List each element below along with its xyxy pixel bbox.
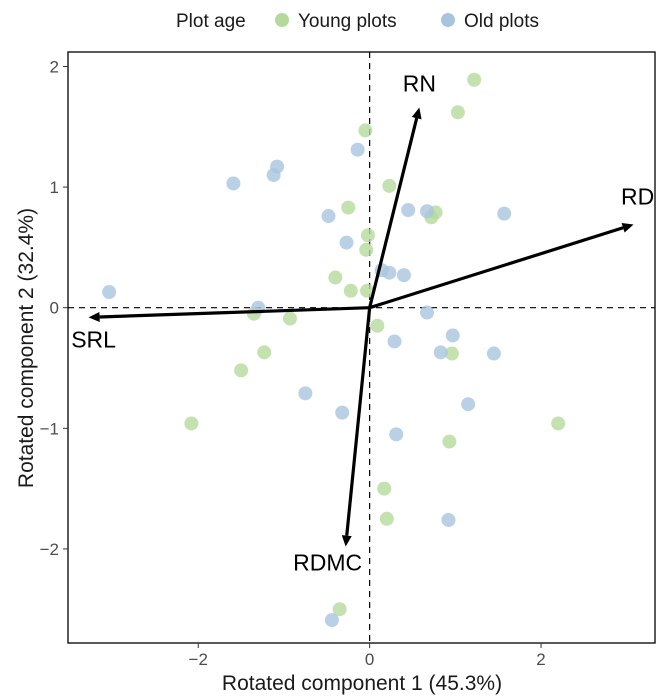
rdmc-arrow-line bbox=[345, 307, 372, 536]
young-plot-point bbox=[359, 242, 374, 257]
rn-arrow-line bbox=[368, 117, 419, 309]
young-plot-point bbox=[184, 416, 199, 431]
srl-arrow-line bbox=[99, 306, 370, 319]
points-layer bbox=[102, 72, 566, 628]
legend-label-old: Old plots bbox=[464, 11, 539, 32]
y-tick-label: 1 bbox=[50, 178, 59, 197]
old-plot-point bbox=[298, 386, 313, 401]
old-plot-point bbox=[335, 405, 350, 420]
rdmc-arrow-head bbox=[341, 535, 352, 547]
young-plot-point bbox=[551, 416, 566, 431]
x-tick-label: −2 bbox=[189, 650, 208, 669]
old-plot-point bbox=[226, 176, 241, 191]
young-plot-point bbox=[332, 602, 347, 617]
young-plot-point bbox=[358, 123, 373, 138]
x-axis-title: Rotated component 1 (45.3%) bbox=[222, 672, 502, 695]
rn-arrow-label: RN bbox=[403, 70, 436, 96]
legend-key-old bbox=[441, 13, 455, 27]
y-tick-label: 2 bbox=[50, 57, 59, 76]
old-plot-point bbox=[433, 345, 448, 360]
old-plot-point bbox=[350, 142, 365, 157]
rdmc-arrow-label: RDMC bbox=[293, 550, 362, 576]
x-tick-label: 2 bbox=[536, 650, 545, 669]
old-plot-point bbox=[324, 613, 339, 628]
young-plot-point bbox=[379, 511, 394, 526]
young-plot-point bbox=[360, 228, 375, 243]
young-plot-point bbox=[442, 434, 457, 449]
young-plot-point bbox=[370, 318, 385, 333]
y-tick-label: 0 bbox=[50, 299, 59, 318]
old-plot-point bbox=[420, 204, 435, 219]
old-plot-point bbox=[461, 397, 476, 412]
srl-arrow-head bbox=[88, 311, 100, 322]
rn-arrow-head bbox=[411, 107, 422, 120]
old-plot-point bbox=[396, 268, 411, 283]
old-plot-point bbox=[266, 168, 281, 183]
young-plot-point bbox=[343, 283, 358, 298]
old-plot-point bbox=[401, 203, 416, 218]
young-plot-point bbox=[360, 283, 375, 298]
legend-title: Plot age bbox=[176, 11, 246, 32]
old-plot-point bbox=[389, 427, 404, 442]
rd-arrow-head bbox=[621, 223, 634, 233]
young-plot-point bbox=[444, 346, 459, 361]
young-plot-point bbox=[382, 178, 397, 193]
y-axis-title: Rotated component 2 (32.4%) bbox=[15, 208, 38, 488]
legend-label-young: Young plots bbox=[298, 11, 397, 32]
y-tick-label: −2 bbox=[40, 540, 59, 559]
legend: Plot age Young plots Old plots bbox=[176, 11, 539, 32]
plot-panel bbox=[67, 51, 656, 644]
old-plot-point bbox=[497, 206, 512, 221]
old-plot-point bbox=[387, 334, 402, 349]
old-plot-point bbox=[486, 346, 501, 361]
loading-arrows: RN RD SRL RDMC bbox=[71, 70, 654, 575]
young-plot-point bbox=[328, 270, 343, 285]
old-plot-point bbox=[382, 265, 397, 280]
young-plot-point bbox=[467, 72, 482, 87]
srl-arrow-label: SRL bbox=[71, 326, 116, 352]
rd-arrow-label: RD bbox=[621, 183, 654, 209]
old-plot-point bbox=[441, 512, 456, 527]
old-plot-point bbox=[339, 235, 354, 250]
old-plot-point bbox=[321, 209, 336, 224]
old-plot-point bbox=[420, 305, 435, 320]
young-plot-point bbox=[282, 311, 297, 326]
old-plot-point bbox=[102, 285, 117, 300]
young-plot-point bbox=[341, 200, 356, 215]
axis-ticks: −2 0 2 −2 −1 0 1 2 bbox=[40, 57, 546, 669]
young-plot-point bbox=[257, 345, 272, 360]
young-plot-point bbox=[377, 481, 392, 496]
young-plot-point bbox=[234, 363, 249, 378]
old-plot-point bbox=[445, 328, 460, 343]
y-tick-label: −1 bbox=[40, 419, 59, 438]
x-tick-label: 0 bbox=[365, 650, 374, 669]
rd-arrow-line bbox=[369, 226, 624, 310]
legend-key-young bbox=[275, 13, 289, 27]
young-plot-point bbox=[450, 105, 465, 120]
